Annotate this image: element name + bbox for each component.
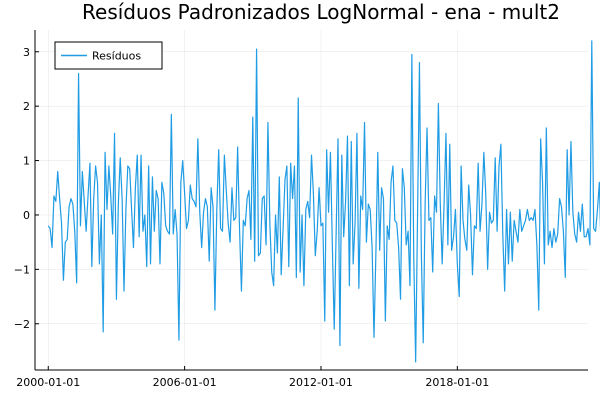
- y-tick-label: 1: [23, 155, 30, 168]
- tick-labels: −2 −1 0 1 2 3 2000-01-01 2006-01-01 2012-01-01 20…: [14, 46, 490, 389]
- x-tick-label: 2018-01-01: [425, 376, 489, 389]
- x-tick-label: 2012-01-01: [289, 376, 353, 389]
- x-tick-label: 2006-01-01: [153, 376, 217, 389]
- y-tick-label: 0: [23, 209, 30, 222]
- legend: Resíduos: [54, 41, 163, 70]
- y-tick-label: 3: [23, 46, 30, 59]
- y-tick-label: −1: [14, 263, 30, 276]
- x-tick-label: 2000-01-01: [16, 376, 80, 389]
- plot-area: [47, 40, 600, 363]
- legend-label: Resíduos: [92, 50, 141, 63]
- series-line: [47, 40, 600, 363]
- y-tick-label: −2: [14, 318, 30, 331]
- y-tick-label: 2: [23, 100, 30, 113]
- axes: [34, 30, 588, 371]
- chart-title: Resíduos Padronizados LogNormal - ena - …: [82, 0, 560, 24]
